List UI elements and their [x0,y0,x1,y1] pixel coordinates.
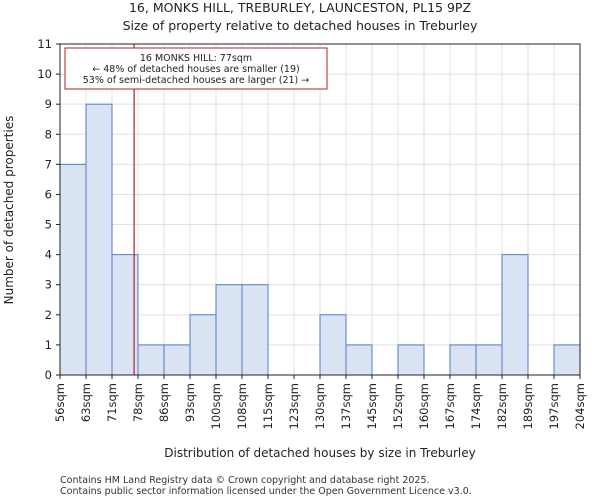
footer-line-2: Contains public sector information licen… [60,486,472,497]
footer-line-1: Contains HM Land Registry data © Crown c… [60,475,430,486]
bar-137sqm [345,344,373,376]
x-tick-label: 145sqm [365,383,379,429]
y-tick-label: 6 [45,187,52,201]
bar-100sqm [215,284,243,376]
y-axis-ticks: 0 1 2 3 4 5 6 7 8 9 10 11 [37,37,60,382]
x-tick-label: 137sqm [339,383,353,429]
y-tick-label: 4 [45,248,52,262]
x-tick-label: 78sqm [131,383,145,422]
x-tick-label: 123sqm [287,383,301,429]
y-tick-label: 5 [45,218,52,232]
bar-56sqm [59,163,87,376]
bar-78sqm [137,344,165,376]
x-tick-label: 174sqm [469,383,483,429]
x-tick-label: 130sqm [313,383,327,429]
x-tick-label: 204sqm [573,383,587,429]
y-tick-label: 11 [37,37,52,51]
annotation-line-2: ← 48% of detached houses are smaller (19… [92,64,299,75]
x-tick-label: 115sqm [261,383,275,429]
marker-annotation: 16 MONKS HILL: 77sqm ← 48% of detached h… [64,47,328,90]
x-axis-label: Distribution of detached houses by size … [164,446,476,460]
bar-93sqm [189,314,217,376]
bar-174sqm [475,344,503,376]
x-tick-label: 93sqm [183,383,197,422]
y-tick-label: 10 [37,67,52,81]
bar-152sqm [397,344,425,376]
chart-subtitle: Size of property relative to detached ho… [123,18,478,33]
bars [59,103,581,376]
y-tick-label: 9 [45,97,52,111]
bar-182sqm [501,254,529,376]
y-tick-label: 0 [45,368,52,382]
bar-108sqm [241,284,269,376]
annotation-box [64,47,328,90]
x-tick-label: 152sqm [391,383,405,429]
bar-167sqm [449,344,477,376]
x-tick-label: 86sqm [157,383,171,422]
x-tick-label: 160sqm [417,383,431,429]
x-tick-label: 197sqm [547,383,561,429]
y-tick-label: 2 [45,308,52,322]
x-tick-label: 71sqm [105,383,119,422]
annotation-line-3: 53% of semi-detached houses are larger (… [83,75,310,86]
plot-frame [59,43,581,376]
y-tick-label: 7 [45,157,52,171]
x-tick-label: 189sqm [521,383,535,429]
x-axis-ticks: 56sqm 63sqm 71sqm 78sqm 86sqm 93sqm 100sqm 108s… [53,375,587,429]
bar-86sqm [163,344,191,376]
y-tick-label: 3 [45,278,52,292]
x-tick-label: 108sqm [235,383,249,429]
y-tick-label: 8 [45,127,52,141]
bar-197sqm [553,344,581,376]
chart-title: 16, MONKS HILL, TREBURLEY, LAUNCESTON, P… [129,0,471,15]
bar-130sqm [319,314,347,376]
x-tick-label: 100sqm [209,383,223,429]
x-tick-label: 167sqm [443,383,457,429]
x-tick-label: 63sqm [79,383,93,422]
x-tick-label: 56sqm [53,383,67,422]
x-tick-label: 182sqm [495,383,509,429]
y-tick-label: 1 [45,338,52,352]
y-axis-label: Number of detached properties [2,116,16,305]
bar-63sqm [85,103,113,376]
annotation-line-1: 16 MONKS HILL: 77sqm [140,53,252,64]
